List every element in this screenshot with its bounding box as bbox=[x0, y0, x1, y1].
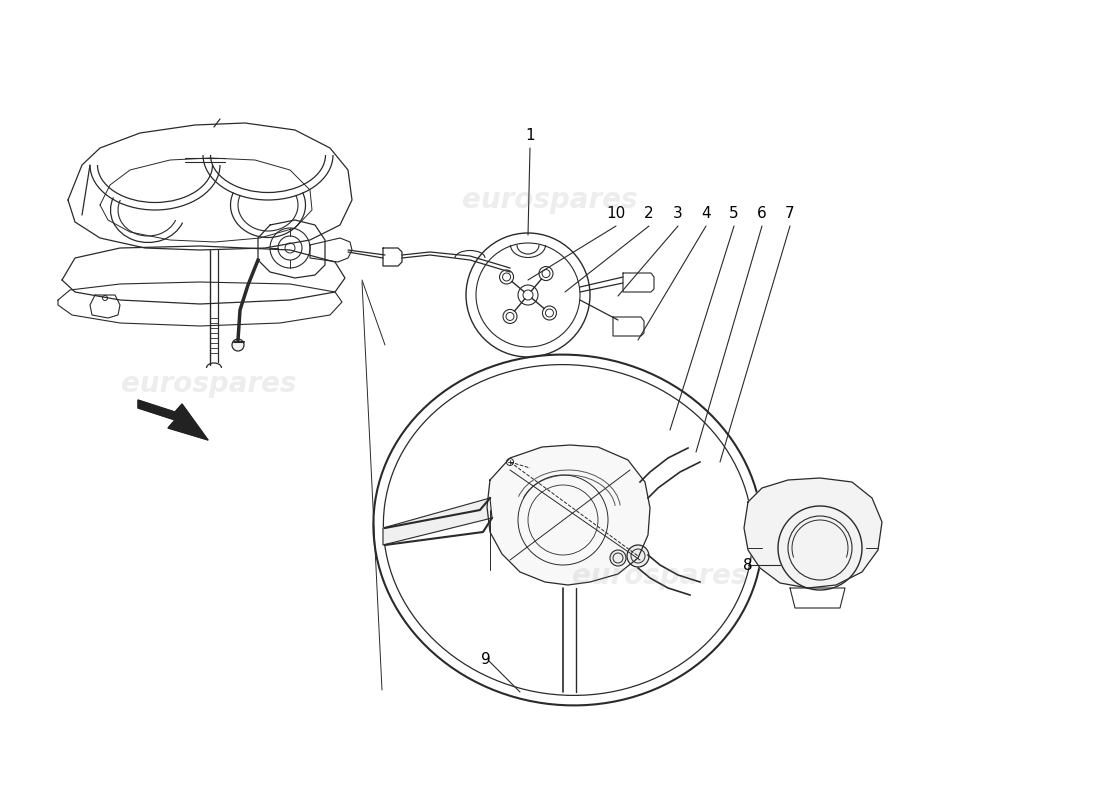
Text: eurospares: eurospares bbox=[572, 562, 748, 590]
Circle shape bbox=[232, 339, 244, 351]
Text: eurospares: eurospares bbox=[121, 370, 297, 398]
Polygon shape bbox=[383, 498, 492, 545]
Text: 7: 7 bbox=[785, 206, 795, 222]
Circle shape bbox=[610, 550, 626, 566]
Polygon shape bbox=[138, 400, 208, 440]
Text: 6: 6 bbox=[757, 206, 767, 222]
Text: eurospares: eurospares bbox=[462, 186, 638, 214]
Text: 5: 5 bbox=[729, 206, 739, 222]
Polygon shape bbox=[744, 478, 882, 588]
Text: 2: 2 bbox=[645, 206, 653, 222]
Text: 10: 10 bbox=[606, 206, 626, 222]
Text: 1: 1 bbox=[525, 127, 535, 142]
Circle shape bbox=[627, 545, 649, 567]
Text: 4: 4 bbox=[701, 206, 711, 222]
Text: 8: 8 bbox=[744, 558, 752, 573]
Text: 9: 9 bbox=[481, 653, 491, 667]
Polygon shape bbox=[487, 445, 650, 585]
Text: 3: 3 bbox=[673, 206, 683, 222]
